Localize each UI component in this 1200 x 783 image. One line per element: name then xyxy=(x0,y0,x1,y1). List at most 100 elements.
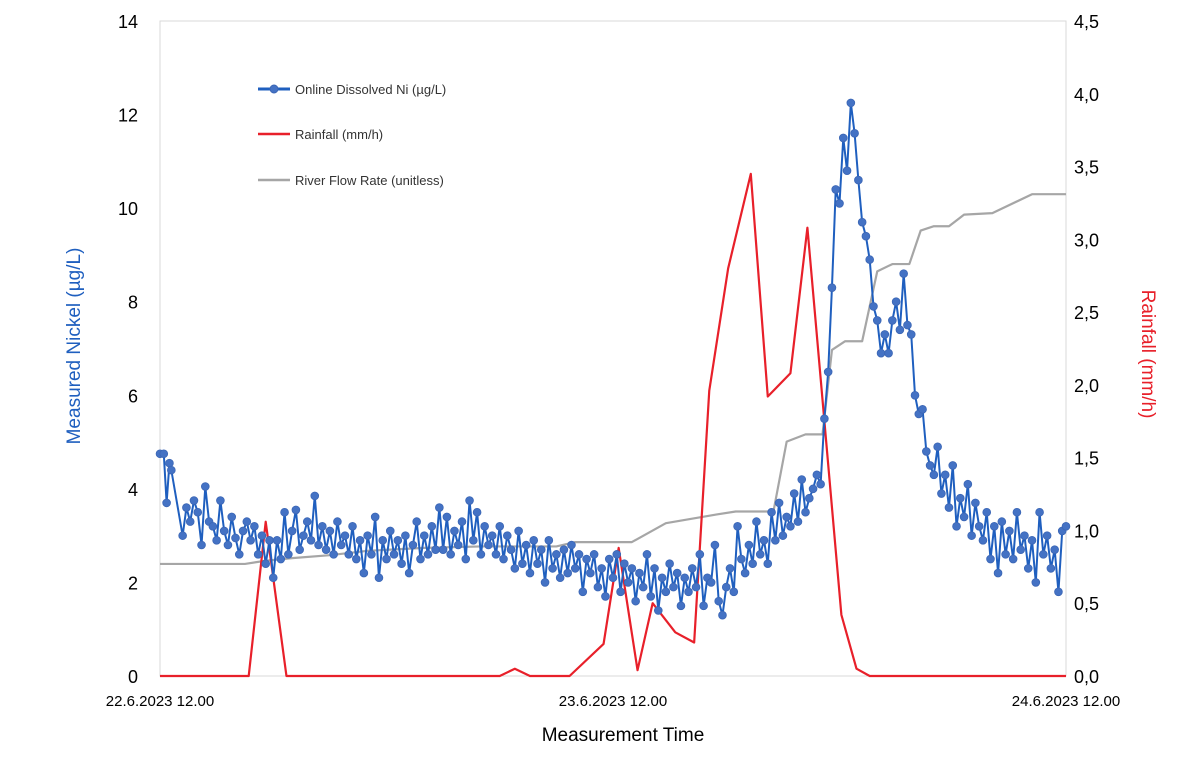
ni-data-point xyxy=(238,526,248,536)
right-y-tick-label: 1,5 xyxy=(1074,449,1099,469)
x-tick-label: 23.6.2023 12.00 xyxy=(559,693,667,710)
ni-data-point xyxy=(404,568,414,578)
ni-data-point xyxy=(1020,531,1029,540)
ni-data-point xyxy=(295,545,304,554)
legend-rainfall-label: Rainfall (mm/h) xyxy=(295,127,383,142)
ni-data-point xyxy=(506,545,516,554)
ni-data-point xyxy=(782,512,791,522)
ni-data-point xyxy=(635,568,644,578)
right-y-tick-label: 3,5 xyxy=(1074,158,1099,178)
ni-data-point xyxy=(453,540,463,550)
ni-data-point xyxy=(487,531,497,540)
ni-data-point xyxy=(687,564,697,573)
ni-data-point xyxy=(491,550,501,559)
ni-data-point xyxy=(597,564,606,573)
right-y-tick-label: 2,0 xyxy=(1074,376,1099,396)
ni-data-point xyxy=(435,503,444,512)
ni-data-point xyxy=(446,550,455,559)
ni-data-point xyxy=(763,559,773,569)
ni-data-point xyxy=(623,578,633,587)
ni-data-point xyxy=(167,465,176,475)
ni-data-point xyxy=(586,568,595,578)
ni-data-point xyxy=(910,390,920,400)
ni-data-point xyxy=(631,596,640,606)
ni-data-point xyxy=(223,540,233,550)
ni-data-point xyxy=(570,564,580,573)
x-axis-ticks: 22.6.2023 12.00 23.6.2023 12.00 24.6.2023 … xyxy=(106,693,1120,710)
ni-data-point xyxy=(465,496,474,505)
ni-data-point xyxy=(1001,550,1010,559)
ni-data-point xyxy=(997,517,1007,526)
ni-data-point xyxy=(374,573,384,583)
ni-data-point xyxy=(276,554,286,564)
ni-data-point xyxy=(291,505,301,515)
ni-data-point xyxy=(329,550,338,559)
ni-data-point xyxy=(578,587,588,597)
ni-data-point xyxy=(529,536,539,545)
ni-data-point xyxy=(940,470,950,480)
ni-data-point xyxy=(457,517,467,526)
left-y-axis-title: Measured Nickel (µg/L) xyxy=(64,248,85,445)
legend-item-flow: River Flow Rate (unitless) xyxy=(258,173,444,188)
ni-data-point xyxy=(820,414,829,423)
ni-data-point xyxy=(280,507,289,517)
ni-data-point xyxy=(812,470,822,480)
ni-data-point xyxy=(438,545,448,554)
ni-data-point xyxy=(484,540,493,550)
ni-data-point xyxy=(733,521,742,531)
ni-data-point xyxy=(767,507,776,517)
ni-data-point xyxy=(989,521,999,531)
ni-data-point xyxy=(162,498,171,508)
ni-data-point xyxy=(219,526,229,536)
legend-ni-label: Online Dissolved Ni (µg/L) xyxy=(295,82,446,97)
ni-data-point xyxy=(302,517,312,526)
ni-data-point xyxy=(593,582,603,592)
ni-data-point xyxy=(231,533,240,543)
ni-data-point xyxy=(676,601,686,611)
series-layer xyxy=(155,98,1071,678)
ni-data-point xyxy=(344,550,354,559)
right-y-tick-label: 0,5 xyxy=(1074,594,1099,614)
ni-data-point xyxy=(752,517,761,526)
ni-data-point xyxy=(627,564,637,573)
ni-data-point xyxy=(1005,526,1014,536)
ni-data-point xyxy=(876,348,886,358)
ni-data-point xyxy=(318,521,327,531)
ni-data-point xyxy=(929,470,939,480)
ni-data-point xyxy=(1042,531,1052,540)
ni-data-point xyxy=(922,447,931,456)
ni-data-point xyxy=(227,512,237,522)
ni-data-point xyxy=(268,573,278,583)
ni-data-point xyxy=(287,526,297,536)
ni-data-point xyxy=(744,540,754,550)
ni-data-point xyxy=(370,512,380,522)
ni-data-point xyxy=(971,498,980,508)
x-tick-label: 22.6.2023 12.00 xyxy=(106,693,214,710)
ni-data-point xyxy=(925,461,935,470)
ni-data-point xyxy=(808,484,818,494)
ni-data-point xyxy=(933,442,942,452)
ni-data-point xyxy=(653,606,663,615)
ni-data-point xyxy=(906,330,916,339)
ni-data-point xyxy=(835,199,844,208)
left-y-tick-label: 4 xyxy=(128,480,138,500)
ni-data-point xyxy=(797,475,807,484)
ni-data-point xyxy=(246,536,255,545)
ni-data-point xyxy=(974,521,984,531)
ni-data-point xyxy=(165,458,174,468)
ni-data-point xyxy=(646,592,656,601)
ni-data-point xyxy=(212,536,221,545)
ni-data-point xyxy=(899,269,908,278)
ni-data-point xyxy=(680,573,690,583)
ni-data-point xyxy=(1046,564,1056,573)
ni-data-point xyxy=(548,564,557,573)
ni-data-point xyxy=(793,517,803,526)
ni-data-point xyxy=(669,582,678,592)
left-y-tick-label: 8 xyxy=(128,293,138,313)
ni-data-point xyxy=(612,550,622,559)
series-flow xyxy=(160,193,1066,566)
ni-data-point xyxy=(1023,564,1033,573)
ni-data-point xyxy=(657,573,667,583)
ni-data-point xyxy=(827,283,837,292)
